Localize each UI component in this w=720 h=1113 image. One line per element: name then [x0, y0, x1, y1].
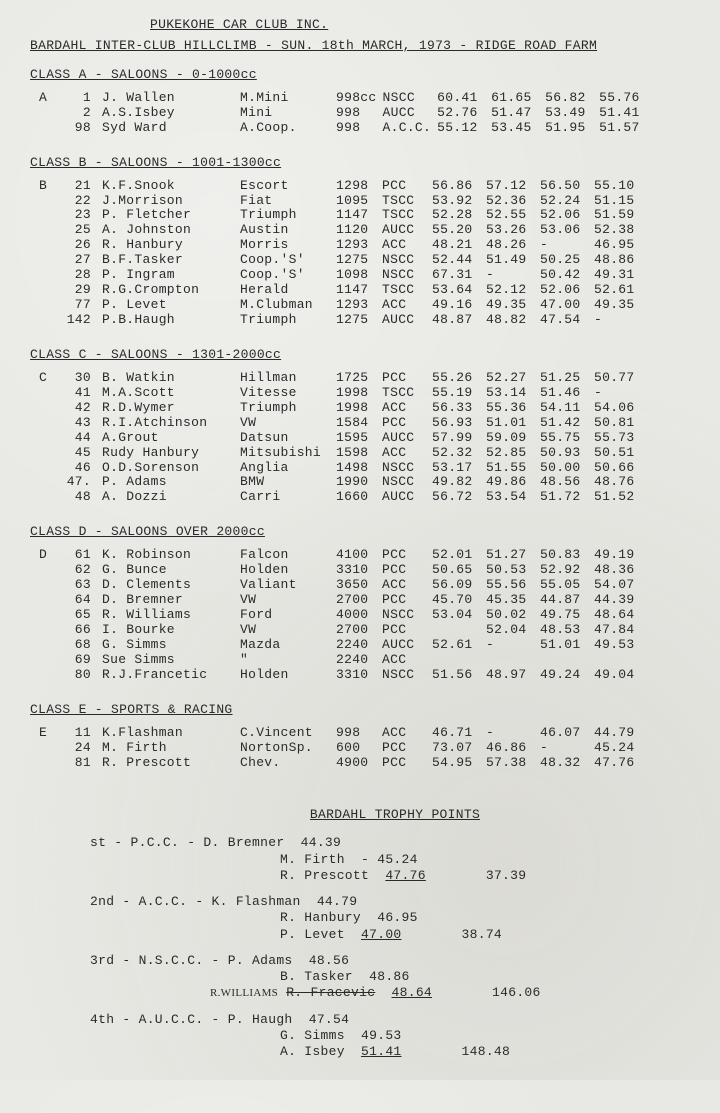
table-row: 24M. FirthNortonSp.600PCC73.0746.86-45.2… [36, 741, 645, 756]
table-row: 66I. BourkeVW2700PCC52.0448.5347.84 [36, 623, 645, 638]
table-row: 64D. BremnerVW2700PCC45.7045.3544.8744.3… [36, 593, 645, 608]
results-table: B21K.F.SnookEscort1298PCC56.8657.1256.50… [36, 179, 645, 328]
results-table: D61K. RobinsonFalcon4100PCC52.0151.2750.… [36, 548, 645, 682]
table-row: 27B.F.TaskerCoop.'S'1275NSCC52.4451.4950… [36, 253, 645, 268]
table-row: 69Sue Simms"2240ACC [36, 653, 645, 668]
table-row: A1J. WallenM.Mini998ccNSCC60.4161.6556.8… [36, 91, 650, 106]
table-row: 45Rudy HanburyMitsubishi1598ACC52.3252.8… [36, 446, 645, 461]
table-row: 29R.G.CromptonHerald1147TSCC53.6452.1252… [36, 283, 645, 298]
table-row: 23P. FletcherTriumph1147TSCC52.2852.5552… [36, 208, 645, 223]
trophy-place: 2nd - A.C.C. - K. Flashman 44.79R. Hanbu… [90, 894, 700, 943]
trophy-place: 4th - A.U.C.C. - P. Haugh 47.54G. Simms … [90, 1012, 700, 1061]
table-row: 47.P. AdamsBMW1990NSCC49.8249.8648.5648.… [36, 475, 645, 490]
class-header: CLASS B - SALOONS - 1001-1300cc [30, 156, 700, 171]
results-table: E11K.FlashmanC.Vincent998ACC46.71-46.074… [36, 726, 645, 771]
table-row: 62G. BunceHolden3310PCC50.6550.5352.9248… [36, 563, 645, 578]
table-row: 44A.GroutDatsun1595AUCC57.9959.0955.7555… [36, 431, 645, 446]
table-row: 142P.B.HaughTriumph1275AUCC48.8748.8247.… [36, 313, 645, 328]
table-row: 46O.D.SorensonAnglia1498NSCC53.1751.5550… [36, 461, 645, 476]
trophy-place: 3rd - N.S.C.C. - P. Adams 48.56B. Tasker… [90, 953, 700, 1002]
table-row: 63D. ClementsValiant3650ACC56.0955.5655.… [36, 578, 645, 593]
table-row: E11K.FlashmanC.Vincent998ACC46.71-46.074… [36, 726, 645, 741]
table-row: 26R. HanburyMorris1293ACC48.2148.26-46.9… [36, 238, 645, 253]
results-table: A1J. WallenM.Mini998ccNSCC60.4161.6556.8… [36, 91, 650, 136]
page-title: PUKEKOHE CAR CLUB INC. [150, 18, 700, 33]
table-row: 41M.A.ScottVitesse1998TSCC55.1953.1451.4… [36, 386, 645, 401]
table-row: 80R.J.FranceticHolden3310NSCC51.5648.974… [36, 668, 645, 683]
table-row: 48A. DozziCarri1660AUCC56.7253.5451.7251… [36, 490, 645, 505]
event-title: BARDAHL INTER-CLUB HILLCLIMB - SUN. 18th… [30, 39, 700, 54]
class-header: CLASS A - SALOONS - 0-1000cc [30, 68, 700, 83]
results-table: C30B. WatkinHillman1725PCC55.2652.2751.2… [36, 371, 645, 505]
trophy-place: st - P.C.C. - D. Bremner 44.39M. Firth -… [90, 835, 700, 884]
table-row: 65R. WilliamsFord4000NSCC53.0450.0249.75… [36, 608, 645, 623]
table-row: 25A. JohnstonAustin1120AUCC55.2053.2653.… [36, 223, 645, 238]
class-header: CLASS D - SALOONS OVER 2000cc [30, 525, 700, 540]
table-row: 77P. LevetM.Clubman1293ACC49.1649.3547.0… [36, 298, 645, 313]
table-row: 2A.S.IsbeyMini998AUCC52.7651.4753.4951.4… [36, 106, 650, 121]
table-row: C30B. WatkinHillman1725PCC55.2652.2751.2… [36, 371, 645, 386]
table-row: 43R.I.AtchinsonVW1584PCC56.9351.0151.425… [36, 416, 645, 431]
table-row: 68G. SimmsMazda2240AUCC52.61-51.0149.53 [36, 638, 645, 653]
trophy-title: BARDAHL TROPHY POINTS [90, 808, 700, 823]
table-row: 81R. PrescottChev.4900PCC54.9557.3848.32… [36, 756, 645, 771]
class-header: CLASS C - SALOONS - 1301-2000cc [30, 348, 700, 363]
table-row: 98Syd WardA.Coop.998A.C.C.55.1253.4551.9… [36, 121, 650, 136]
table-row: B21K.F.SnookEscort1298PCC56.8657.1256.50… [36, 179, 645, 194]
table-row: 22J.MorrisonFiat1095TSCC53.9252.3652.245… [36, 194, 645, 209]
table-row: D61K. RobinsonFalcon4100PCC52.0151.2750.… [36, 548, 645, 563]
table-row: 28P. IngramCoop.'S'1098NSCC67.31-50.4249… [36, 268, 645, 283]
class-header: CLASS E - SPORTS & RACING [30, 703, 700, 718]
table-row: 42R.D.WymerTriumph1998ACC56.3355.3654.11… [36, 401, 645, 416]
